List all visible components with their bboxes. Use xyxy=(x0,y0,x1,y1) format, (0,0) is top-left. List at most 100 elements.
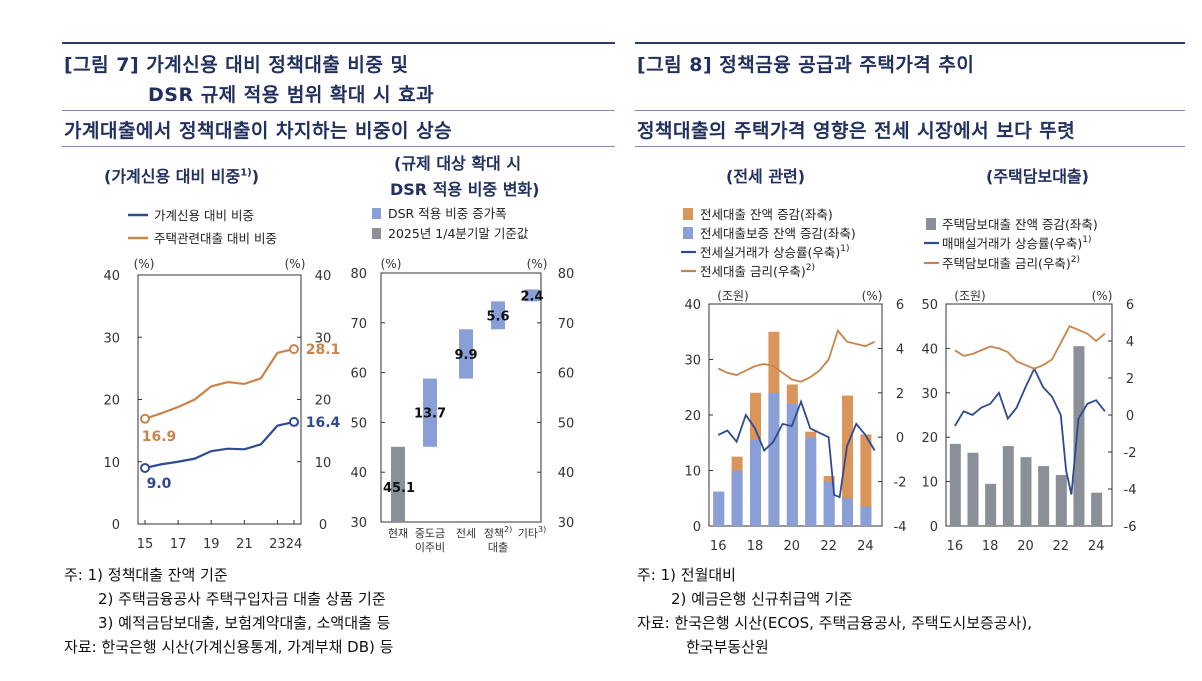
c3-ytick-left: 0 xyxy=(693,520,701,535)
c3-bar-guarantee xyxy=(823,481,835,526)
c2-data-label: 45.1 xyxy=(383,481,415,496)
c1-ytick-right: 30 xyxy=(315,331,332,346)
c2-ytick-left: 60 xyxy=(350,367,367,382)
c3-ytick-left: 20 xyxy=(684,409,701,424)
c4-legend-label-3: 주택담보대출 금리(우축)2) xyxy=(942,255,1080,271)
c2-legend-label-2: 2025년 1/4분기말 기준값 xyxy=(388,226,529,241)
c4-ytick-right: -6 xyxy=(1124,520,1137,535)
c4-ytick-left: 30 xyxy=(921,387,938,402)
c4-ytick-left: 0 xyxy=(930,520,938,535)
c4-bar-mortgage xyxy=(1020,457,1032,526)
c2-ytick-right: 60 xyxy=(558,367,575,382)
fig8-title-rule xyxy=(635,110,1185,111)
c4-bar-mortgage xyxy=(1038,466,1050,526)
c1-xtick: 24 xyxy=(286,537,303,552)
c4-ytick-right: 6 xyxy=(1126,298,1134,313)
c2-ytick-right: 30 xyxy=(558,516,575,531)
c4-ytick-right: 2 xyxy=(1126,372,1134,387)
c2-ytick-right: 70 xyxy=(558,317,575,332)
c2-legend-swatch-2 xyxy=(372,228,381,239)
c4-unit-right: (%) xyxy=(1092,289,1113,303)
fig8-subtitle: 정책대출의 주택가격 영향은 전세 시장에서 보다 뚜렷 xyxy=(637,120,1076,142)
c4-ytick-left: 20 xyxy=(921,431,938,446)
c1-ytick-left: 30 xyxy=(103,331,120,346)
c4-unit-left: (조원) xyxy=(954,289,985,303)
c4-ytick-left: 40 xyxy=(921,342,938,357)
c3-ytick-left: 10 xyxy=(684,465,701,480)
c1-xtick: 17 xyxy=(170,537,187,552)
c4-ytick-right: -2 xyxy=(1124,446,1137,461)
c2-ytick-right: 40 xyxy=(558,466,575,481)
c1-series-line xyxy=(144,348,295,420)
c2-legend-swatch-1 xyxy=(372,208,381,219)
c4-bar-mortgage xyxy=(985,483,997,526)
c3-bar-loan xyxy=(860,434,872,526)
c4-legend-label-1: 주택담보대출 잔액 증감(좌축) xyxy=(942,217,1098,232)
c4-ytick-left: 50 xyxy=(921,298,938,313)
c2-data-label: 5.6 xyxy=(486,309,509,324)
c1-ytick-left: 20 xyxy=(103,394,120,409)
c3-ytick-right: -2 xyxy=(894,476,907,491)
c3-unit-left: (조원) xyxy=(717,289,748,303)
c3-xtick: 20 xyxy=(784,539,801,554)
c2-category-label: 현재 xyxy=(388,527,408,540)
c3-legend-label-1: 전세대출 잔액 증감(좌축) xyxy=(700,207,833,222)
c2-category-label: 전세 xyxy=(456,527,476,540)
fig7-left-panel-title: (가계신용 대비 비중1)) xyxy=(104,163,259,187)
c3-legend-label-4: 전세대출 금리(우축)2) xyxy=(700,263,815,279)
c2-data-label: 9.9 xyxy=(454,348,477,363)
fig7-note-3: 3) 예적금담보대출, 보험계약대출, 소액대출 등 xyxy=(98,614,391,632)
c3-unit-right: (%) xyxy=(862,289,883,303)
c1-xtick: 21 xyxy=(236,537,253,552)
c4-xtick: 24 xyxy=(1088,539,1105,554)
c2-ytick-right: 50 xyxy=(558,416,575,431)
c2-ytick-right: 80 xyxy=(558,267,575,282)
fig7-left-panel-title-sup: 1) xyxy=(240,167,252,179)
c3-bar-loan xyxy=(842,395,854,526)
c1-ytick-left: 10 xyxy=(103,456,120,471)
c4-series-line xyxy=(954,325,1106,370)
fig8-right-panel-title: (주택담보대출) xyxy=(986,167,1089,186)
c1-ytick-right: 20 xyxy=(315,394,332,409)
fig8-title: [그림 8] 정책금융 공급과 주택가격 추이 xyxy=(637,54,975,76)
c4-xtick: 20 xyxy=(1017,539,1034,554)
c2-bar-base xyxy=(391,446,405,522)
c4-bar-mortgage xyxy=(1091,492,1103,526)
c2-category-label: 중도금 xyxy=(415,527,445,540)
c3-bar-guarantee xyxy=(805,437,817,526)
c1-unit-left: (%) xyxy=(134,257,155,271)
c3-xtick: 22 xyxy=(820,539,837,554)
c2-unit-right: (%) xyxy=(527,257,548,271)
c1-ytick-right: 10 xyxy=(315,456,332,471)
c1-unit-right: (%) xyxy=(285,257,306,271)
fig7-title-rule xyxy=(62,110,615,111)
fig7-title-line2: DSR 규제 적용 범위 확대 시 효과 xyxy=(148,84,435,106)
fig7-source: 자료: 한국은행 시산(가계신용통계, 가계부채 DB) 등 xyxy=(64,638,394,656)
c3-bar-guarantee xyxy=(786,403,798,526)
c2-ytick-left: 40 xyxy=(350,466,367,481)
fig7-note-1: 주: 1) 정책대출 잔액 기준 xyxy=(64,566,228,584)
c2-ytick-left: 30 xyxy=(350,516,367,531)
fig7-right-panel-title-2: DSR 적용 비중 변화) xyxy=(390,180,540,199)
c1-data-label: 9.0 xyxy=(147,476,172,492)
c1-ytick-left: 0 xyxy=(112,518,120,533)
c1-data-label: 16.4 xyxy=(306,415,341,431)
c4-bar-mortgage xyxy=(1002,446,1014,526)
c1-data-label: 16.9 xyxy=(142,429,177,445)
fig8-left-panel-title: (전세 관련) xyxy=(726,167,806,186)
c3-series-line xyxy=(717,399,876,499)
c2-ytick-left: 70 xyxy=(350,317,367,332)
c2-plot-frame xyxy=(380,272,542,523)
c1-data-label: 28.1 xyxy=(306,342,341,358)
fig8-note-1: 주: 1) 전월대비 xyxy=(637,566,736,584)
c2-data-label: 2.4 xyxy=(520,289,543,304)
c1-ytick-right: 40 xyxy=(315,269,332,284)
c3-xtick: 16 xyxy=(710,539,727,554)
fig8-top-rule xyxy=(635,42,1185,44)
c1-legend-label-1: 가계신용 대비 비중 xyxy=(154,208,254,223)
c3-ytick-right: 6 xyxy=(896,298,904,313)
fig7-right-panel-title-1: (규제 대상 확대 시 xyxy=(394,154,522,173)
c3-legend-label-2: 전세대출보증 잔액 증감(좌축) xyxy=(700,226,856,241)
c1-legend-label-2: 주택관련대출 대비 비중 xyxy=(154,231,277,246)
c1-ytick-right: 0 xyxy=(319,518,327,533)
